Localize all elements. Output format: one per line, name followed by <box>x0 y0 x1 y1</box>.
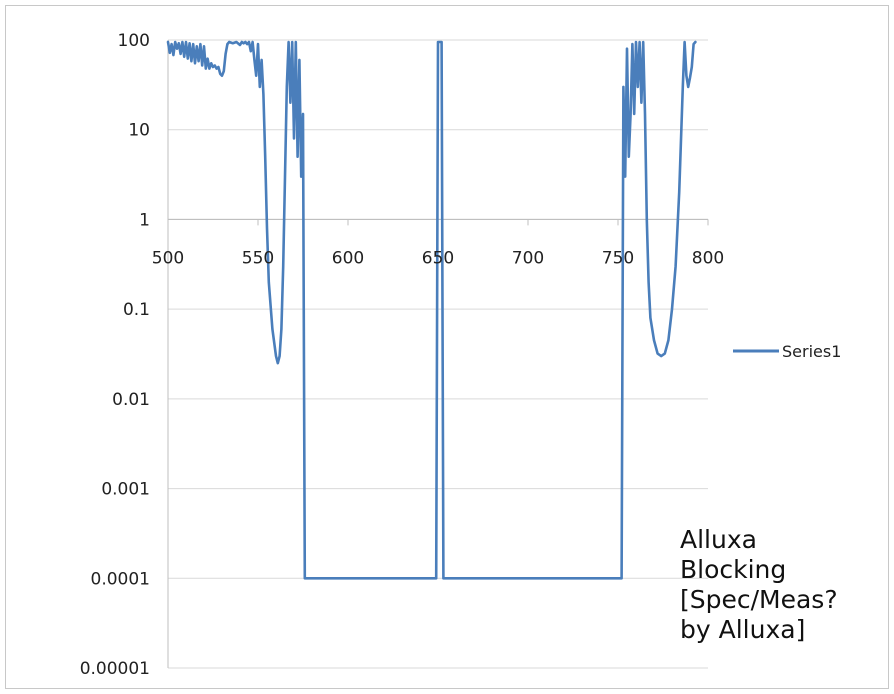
x-tick-label: 600 <box>332 248 364 268</box>
x-tick-label: 800 <box>692 248 724 268</box>
y-tick-label: 0.01 <box>112 390 150 410</box>
legend-label: Series1 <box>782 342 841 361</box>
x-tick-label: 650 <box>422 248 454 268</box>
chart-frame <box>5 5 889 689</box>
y-tick-label: 0.001 <box>101 480 150 500</box>
tick-labels: 100 10 1 0.1 0.01 0.001 0.0001 0.00001 500 550 600… <box>80 31 725 679</box>
chart-annotation: Alluxa Blocking [Spec/Meas? by Alluxa] <box>680 525 838 644</box>
y-tick-label: 100 <box>118 31 150 51</box>
legend: Series1 <box>733 342 841 361</box>
y-tick-label: 0.00001 <box>80 659 150 679</box>
y-tick-label: 0.0001 <box>91 569 150 589</box>
series-layer <box>166 40 697 580</box>
x-tick-label: 500 <box>152 248 184 268</box>
series-line-series1 <box>166 40 697 580</box>
y-tick-label: 1 <box>139 210 150 230</box>
x-tick-label: 700 <box>512 248 544 268</box>
x-tick-label: 550 <box>242 248 274 268</box>
x-tick-label: 750 <box>602 248 634 268</box>
y-tick-label: 0.1 <box>123 300 150 320</box>
y-tick-label: 10 <box>128 121 150 141</box>
